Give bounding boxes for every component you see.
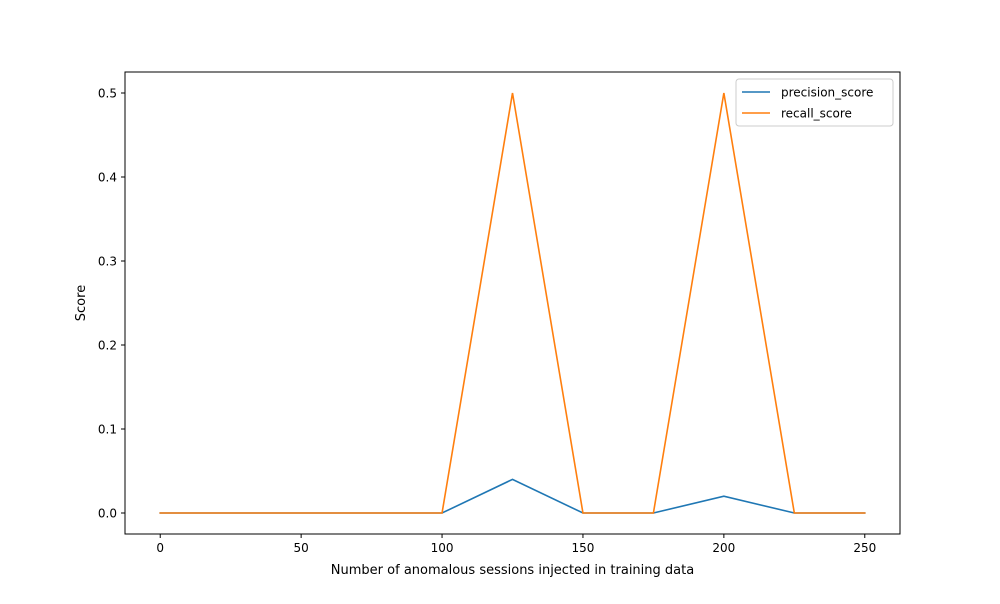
y-tick-label: 0.0 xyxy=(98,507,117,521)
legend-box xyxy=(735,78,894,127)
y-ticks: 0.0 0.1 0.2 0.3 0.4 0.5 xyxy=(98,87,125,521)
x-axis-label: Number of anomalous sessions injected in… xyxy=(331,563,694,578)
y-axis-label: Score xyxy=(74,285,89,321)
y-tick-label: 0.5 xyxy=(98,87,117,101)
plot-frame xyxy=(124,71,901,535)
x-tick-label: 150 xyxy=(572,541,595,555)
x-tick-label: 250 xyxy=(853,541,876,555)
series-line-precision-score xyxy=(159,478,866,514)
legend: precision_score recall_score xyxy=(735,78,894,127)
legend-items: precision_score recall_score xyxy=(742,86,873,121)
series-layer xyxy=(159,92,866,514)
y-tick-label: 0.3 xyxy=(98,255,117,269)
series-line-recall-score xyxy=(159,92,866,514)
x-ticks: 0 50 100 150 200 250 xyxy=(156,534,876,555)
y-tick-label: 0.2 xyxy=(98,339,117,353)
x-tick-label: 100 xyxy=(431,541,454,555)
legend-label: recall_score xyxy=(781,107,852,121)
y-tick-label: 0.4 xyxy=(98,171,117,185)
x-tick-label: 0 xyxy=(156,541,164,555)
y-tick-label: 0.1 xyxy=(98,423,117,437)
x-tick-label: 200 xyxy=(712,541,735,555)
x-tick-label: 50 xyxy=(293,541,308,555)
legend-label: precision_score xyxy=(781,86,873,100)
